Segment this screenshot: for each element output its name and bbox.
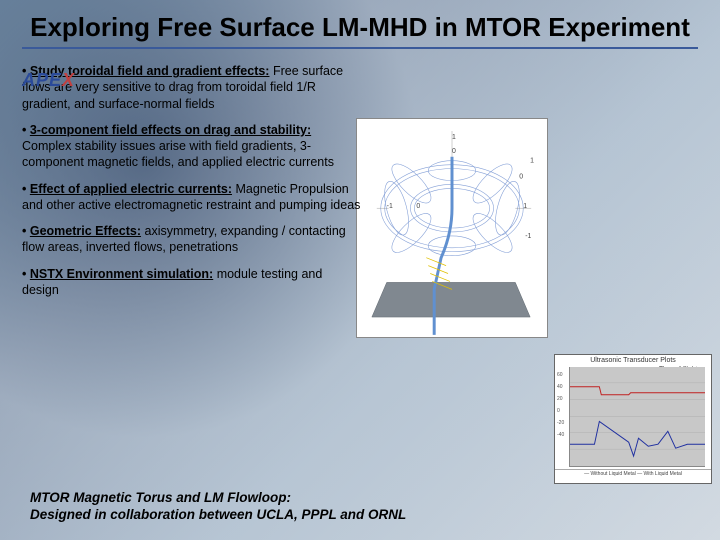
ultrasonic-chart: Ultrasonic Transducer Plots Time-of-flig… <box>554 354 712 484</box>
red-trace <box>570 387 705 395</box>
bullet-item: • NSTX Environment simulation: module te… <box>22 266 362 299</box>
chart-legend: — Without Liquid Metal — With Liquid Met… <box>555 469 711 478</box>
bullet-list: • Study toroidal field and gradient effe… <box>22 63 362 308</box>
bullet-item: • 3-component field effects on drag and … <box>22 122 362 171</box>
bullet-item: • Effect of applied electric currents: M… <box>22 181 362 214</box>
chart-yticks: 60 40 20 0 -20 -40 <box>557 369 564 441</box>
bullet-item: • Geometric Effects: axisymmetry, expand… <box>22 223 362 256</box>
apex-logo: APEX <box>22 70 75 91</box>
title-underline <box>22 47 698 49</box>
chart-area <box>569 367 705 467</box>
page-title: Exploring Free Surface LM-MHD in MTOR Ex… <box>22 12 698 43</box>
chart-title: Ultrasonic Transducer Plots <box>555 355 711 364</box>
blue-trace <box>570 421 705 456</box>
footer-caption: MTOR Magnetic Torus and LM Flowloop: Des… <box>30 489 406 524</box>
